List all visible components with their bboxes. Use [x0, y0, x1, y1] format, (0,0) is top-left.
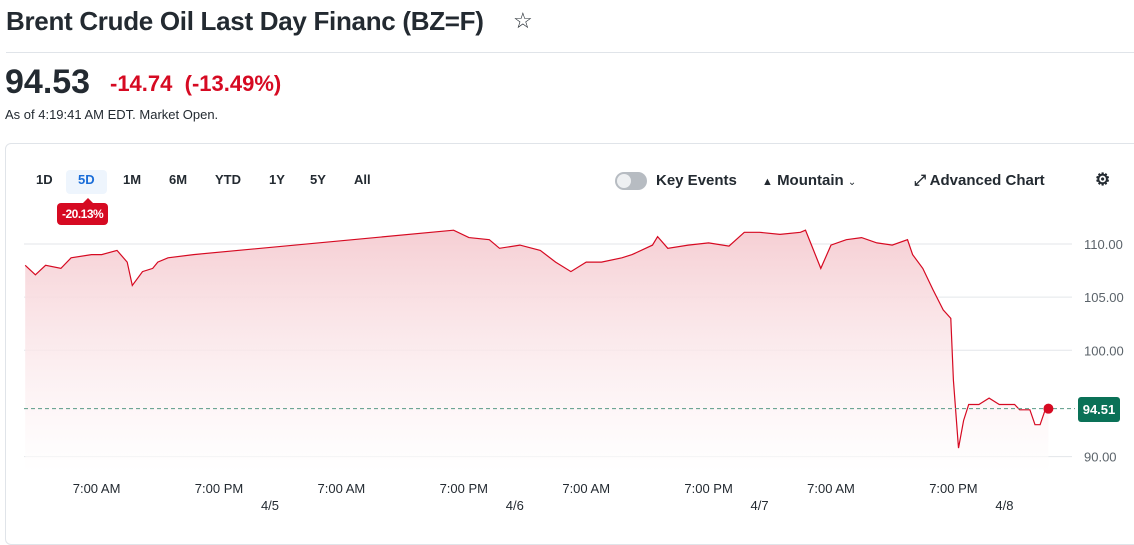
mountain-icon: ▲: [762, 176, 773, 188]
range-tab-1y[interactable]: 1Y: [269, 172, 285, 187]
y-tick-label: 110.00: [1084, 237, 1123, 252]
date-label: 4/5: [261, 498, 279, 513]
range-tab-1d[interactable]: 1D: [36, 172, 53, 187]
range-tab-1m[interactable]: 1M: [123, 172, 142, 187]
x-tick-label: 7:00 AM: [73, 481, 121, 496]
x-tick-label: 7:00 AM: [807, 481, 855, 496]
chart-type-dropdown[interactable]: ▲ Mountain ⌄: [762, 172, 856, 189]
page-title: Brent Crude Oil Last Day Financ (BZ=F): [6, 6, 484, 36]
x-tick-label: 7:00 AM: [562, 481, 610, 496]
x-tick-label: 7:00 PM: [440, 481, 488, 496]
range-change-badge: -20.13%: [57, 198, 109, 225]
y-tick-label: 105.00: [1084, 290, 1124, 305]
gear-icon[interactable]: ⚙: [1095, 170, 1111, 189]
as-of-time: As of 4:19:41 AM EDT. Market Open.: [5, 107, 219, 122]
price-area: [25, 230, 1049, 472]
expand-icon: ⤢: [914, 172, 927, 189]
range-tab-5d[interactable]: 5D: [66, 170, 107, 194]
date-label: 4/8: [995, 498, 1013, 513]
divider: [6, 52, 1134, 53]
price-chart[interactable]: 110.00 105.00 100.00 90.00 7:00 AM 7:00 PM 7:0…: [0, 0, 1134, 516]
y-tick-label: 90.00: [1084, 450, 1117, 465]
chart-type-label: Mountain: [777, 172, 844, 189]
x-tick-label: 7:00 PM: [684, 481, 732, 496]
key-events-toggle[interactable]: [615, 172, 647, 190]
range-tab-all[interactable]: All: [354, 172, 371, 187]
current-price: 94.53: [5, 63, 91, 101]
star-outline-icon[interactable]: ☆: [513, 8, 533, 33]
change-percent: (-13.49%): [184, 71, 282, 96]
date-label: 4/7: [751, 498, 769, 513]
x-tick-label: 7:00 AM: [318, 481, 366, 496]
advanced-chart-button[interactable]: ⤢ Advanced Chart: [914, 172, 1045, 189]
last-price-badge: 94.51: [1078, 397, 1120, 422]
range-tab-6m[interactable]: 6M: [169, 172, 188, 187]
advanced-chart-label: Advanced Chart: [929, 172, 1045, 189]
y-tick-label: 100.00: [1084, 343, 1124, 358]
price-line: [24, 229, 1049, 449]
chevron-down-icon: ⌄: [847, 177, 857, 188]
last-price-dot: [1043, 403, 1054, 414]
change-value: -14.74: [110, 71, 173, 96]
price-change: -14.74 (-13.49%): [110, 71, 281, 97]
range-tab-5y[interactable]: 5Y: [310, 172, 326, 187]
range-tab-ytd[interactable]: YTD: [215, 172, 241, 187]
x-tick-label: 7:00 PM: [929, 481, 977, 496]
key-events-label[interactable]: Key Events: [656, 172, 737, 189]
date-label: 4/6: [506, 498, 524, 513]
x-tick-label: 7:00 PM: [195, 481, 243, 496]
